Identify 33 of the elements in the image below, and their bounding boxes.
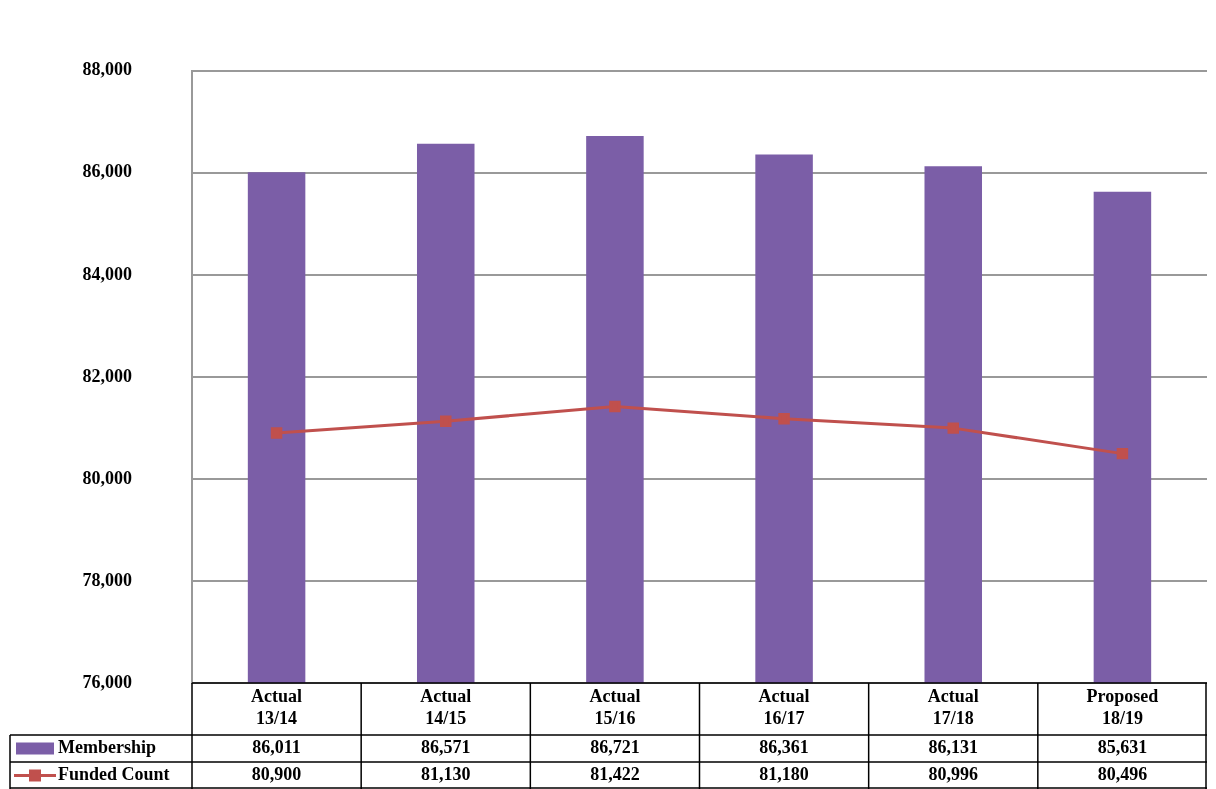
y-tick-label: 88,000 xyxy=(82,59,132,80)
data-label: 81,130 xyxy=(421,764,471,785)
data-label: 80,900 xyxy=(251,764,302,785)
data-label: 86,361 xyxy=(759,737,809,758)
point xyxy=(270,427,283,439)
data-label: 86,571 xyxy=(421,737,471,758)
data-label: 86,721 xyxy=(590,737,640,758)
point xyxy=(1116,447,1129,460)
data-label: 81,180 xyxy=(759,764,809,785)
point xyxy=(609,400,621,413)
data-label: 80,996 xyxy=(928,764,978,785)
legend-label: Membership xyxy=(58,737,156,758)
x-tick-label: Actual 14/15 xyxy=(420,686,472,729)
y-tick-label: 76,000 xyxy=(82,671,132,692)
data-label: 81,422 xyxy=(590,764,640,785)
y-tick-label: 82,000 xyxy=(82,365,132,386)
legend-label: Funded Count xyxy=(58,764,170,785)
y-tick-label: 84,000 xyxy=(82,263,132,284)
x-tick-label: Actual 16/17 xyxy=(758,686,810,729)
point xyxy=(947,422,959,434)
data-label: 86,011 xyxy=(252,737,301,758)
point xyxy=(778,412,790,425)
y-tick-label: 86,000 xyxy=(82,161,132,182)
y-tick-label: 78,000 xyxy=(82,569,132,590)
x-tick-label: Actual 15/16 xyxy=(589,686,641,729)
data-label: 86,131 xyxy=(928,737,978,758)
y-tick-label: 80,000 xyxy=(82,467,132,488)
data-label: 85,631 xyxy=(1097,737,1148,758)
x-tick-label: Actual 17/18 xyxy=(927,686,979,729)
x-tick-label: Actual 13/14 xyxy=(251,686,303,729)
x-tick-label: Proposed 18/19 xyxy=(1086,686,1159,729)
data-label: 80,496 xyxy=(1097,764,1148,785)
point xyxy=(440,415,452,428)
